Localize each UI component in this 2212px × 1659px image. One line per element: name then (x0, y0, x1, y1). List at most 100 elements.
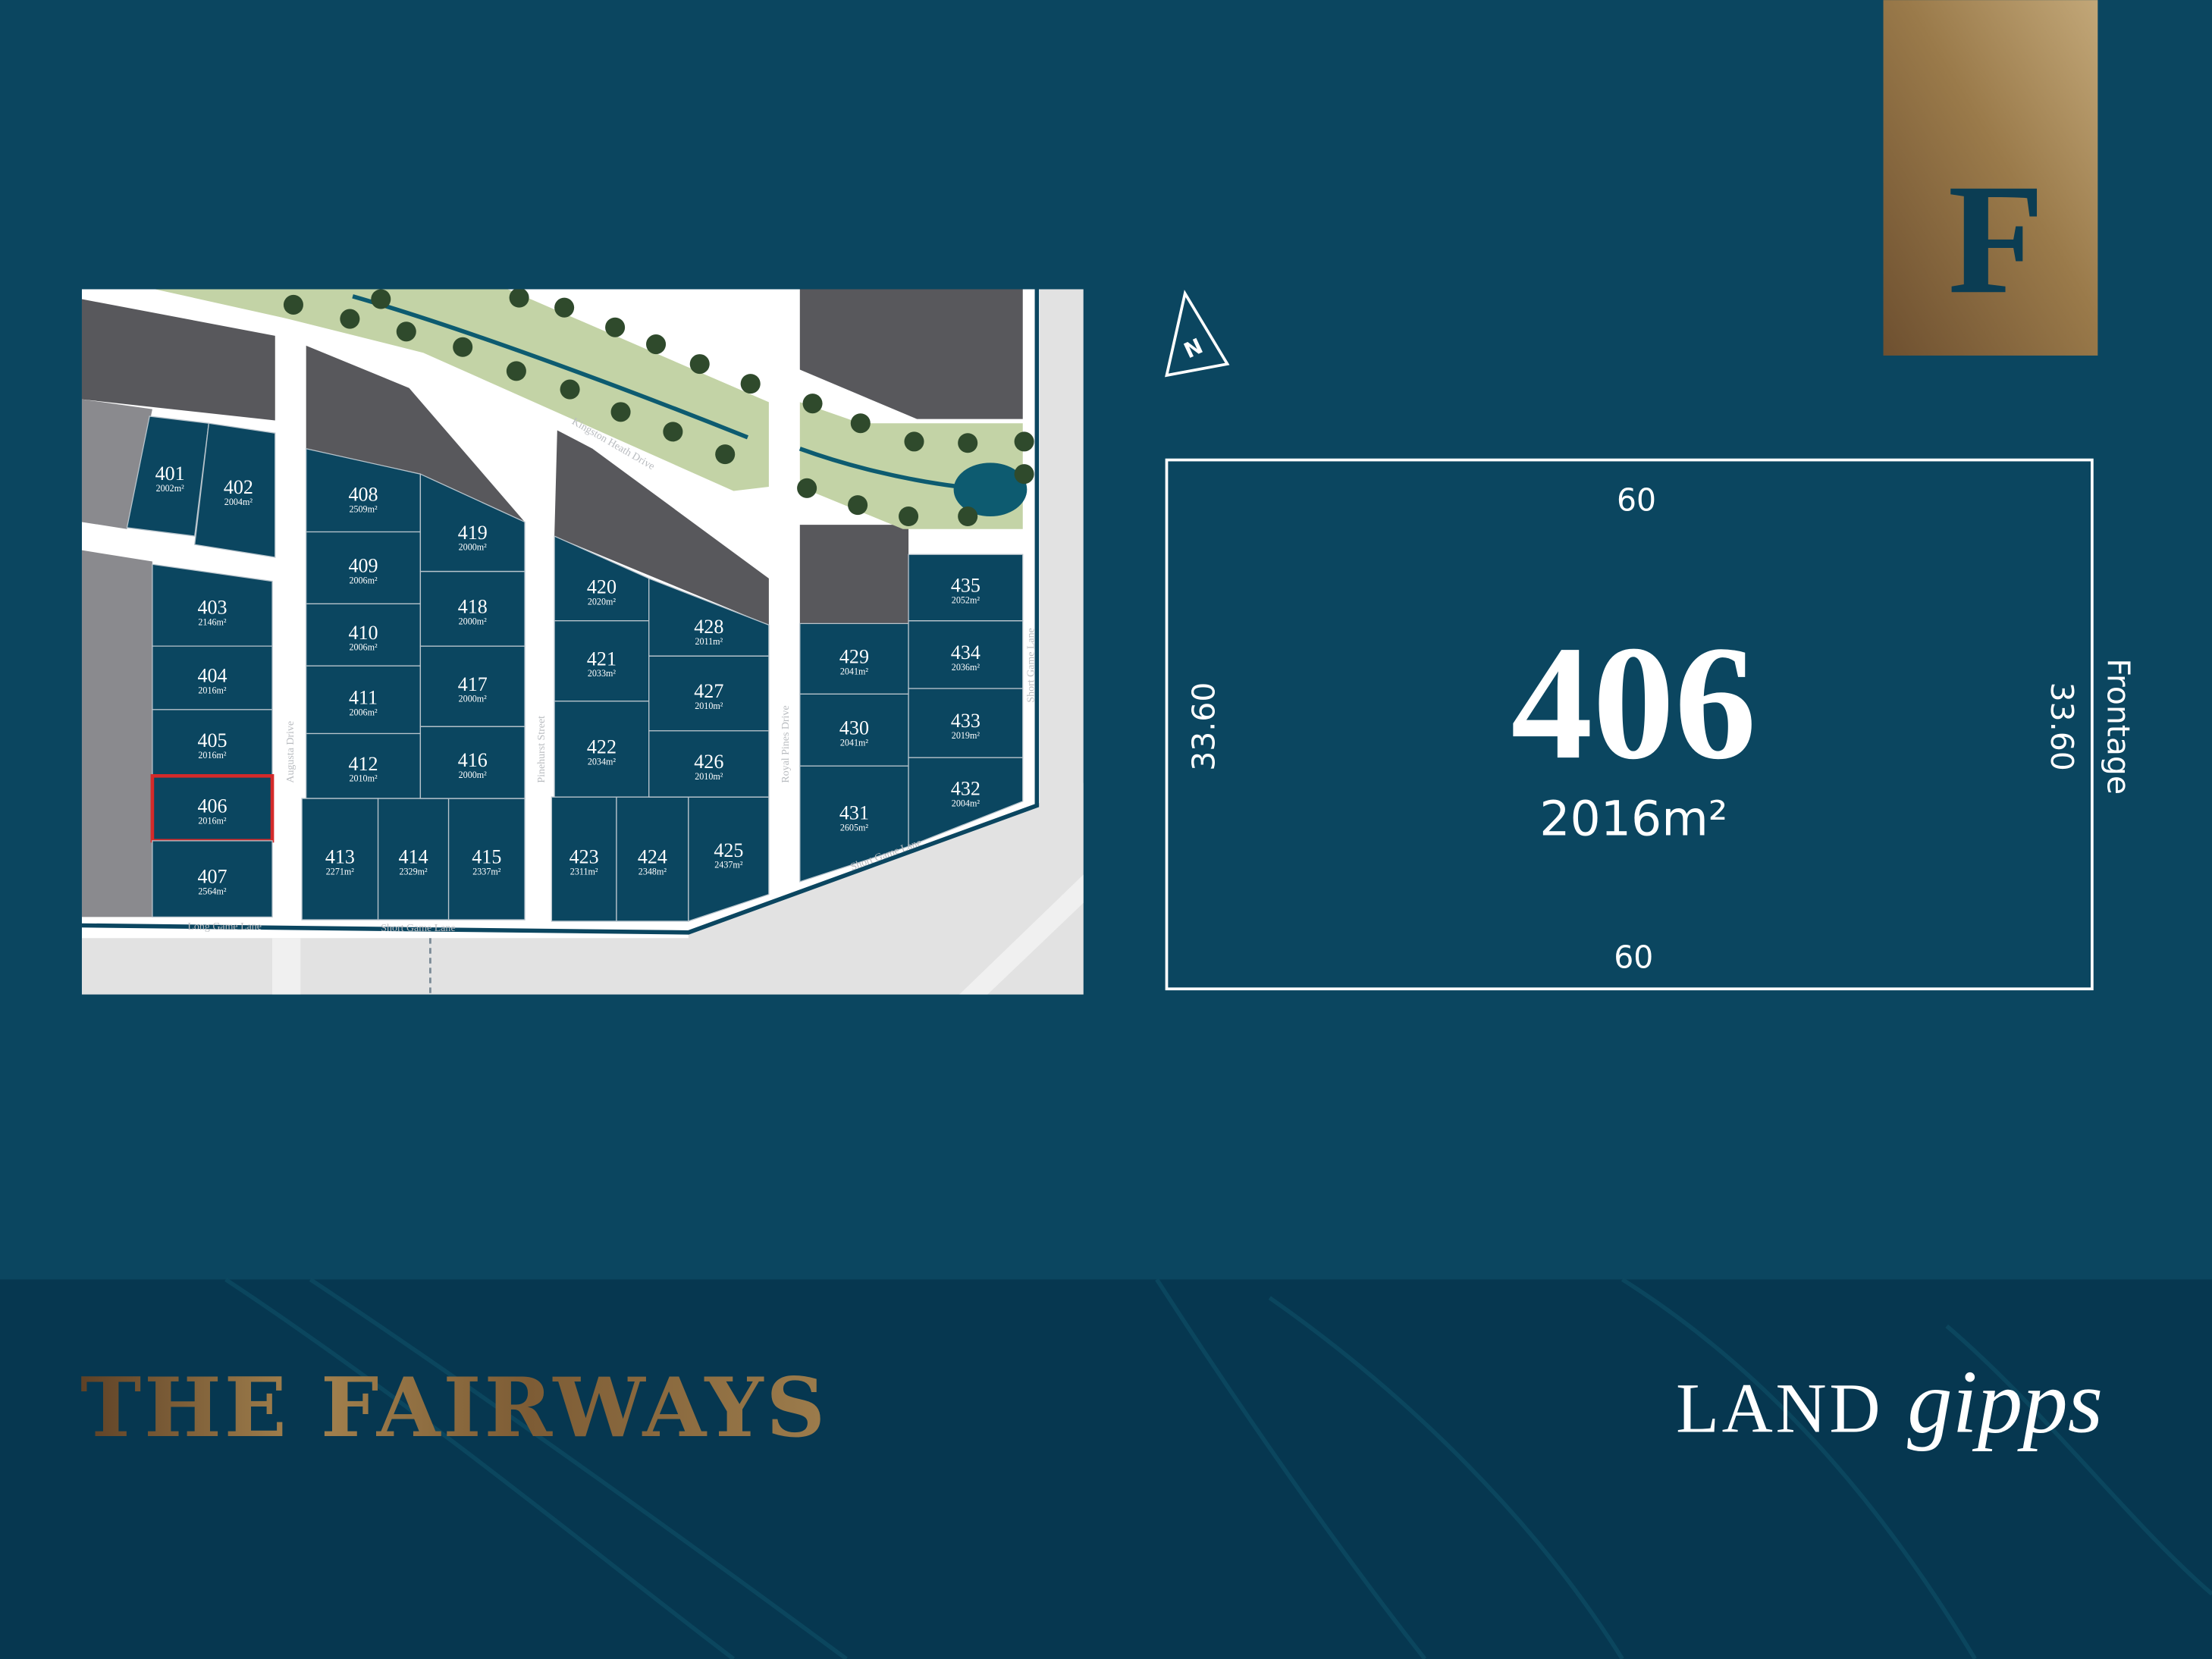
tree-icon (899, 506, 919, 527)
lot-shape[interactable] (908, 554, 1024, 622)
footer: THE FAIRWAYS LAND gipps (0, 1278, 2212, 1659)
pond (953, 463, 1028, 517)
landgipps-logo: LAND gipps (1676, 1351, 2103, 1451)
lot-area: 2000m² (459, 542, 488, 553)
lot-shape[interactable] (648, 577, 770, 657)
lot-area: 2041m² (840, 737, 869, 748)
lot-area: 2000m² (459, 770, 488, 780)
lot-number: 401 (155, 463, 185, 485)
lot-number: 423 (569, 846, 599, 868)
bottom-width: 60 (1614, 939, 1653, 975)
lot-area: 2509m² (349, 503, 378, 514)
stage-badge: F (1883, 0, 2098, 356)
lot-number: 402 (224, 476, 253, 498)
lot-number: 421 (587, 648, 617, 670)
tree-icon (610, 402, 631, 422)
lot-number: 428 (694, 616, 723, 638)
lot-area: 2052m² (952, 594, 980, 605)
lot-number: 425 (714, 839, 743, 861)
lot-area: 2006m² (349, 707, 378, 717)
lot-area: 2036m² (952, 662, 980, 673)
lot-number: 404 (197, 665, 227, 687)
lot-number: 412 (349, 753, 378, 775)
lot-shape[interactable] (152, 840, 273, 917)
lot-shape[interactable] (194, 422, 276, 558)
lot-area: 2000m² (459, 694, 488, 704)
lot-area: 2006m² (349, 642, 378, 653)
lot-area: 2010m² (695, 771, 723, 782)
lot-area: 2020m² (588, 596, 617, 607)
lot-number: 424 (638, 846, 667, 868)
tree-icon (1014, 431, 1034, 452)
lot-area: 2004m² (952, 798, 980, 808)
lot-number: 403 (197, 596, 227, 618)
lot-area: 2010m² (349, 773, 378, 784)
tree-icon (958, 506, 978, 527)
tree-icon (554, 297, 575, 318)
lot-number: 434 (951, 641, 980, 663)
lot-number: 420 (587, 575, 617, 597)
lot-area: 2019m² (952, 730, 980, 741)
lot-area: 2311m² (570, 867, 598, 877)
lot-number: 417 (458, 673, 488, 695)
lot-number: 435 (951, 575, 980, 597)
svg-text:gipps: gipps (1907, 1351, 2103, 1451)
lot-number: 414 (399, 846, 428, 868)
lot-number: 433 (951, 710, 980, 732)
tree-icon (715, 444, 736, 465)
north-arrow-icon: N (1165, 290, 1230, 378)
right-depth: 33.60 (2044, 682, 2080, 771)
lot-number: 407 (197, 866, 227, 888)
lot-area: 2016m² (198, 750, 227, 761)
tree-icon (663, 422, 683, 442)
lot-area: 2006m² (349, 575, 378, 585)
lot-area: 2004m² (224, 497, 253, 507)
top-width: 60 (1617, 482, 1656, 519)
lot-area: 2329m² (399, 867, 428, 877)
lot-shape[interactable] (419, 473, 526, 572)
lot-shape[interactable] (126, 416, 210, 537)
lot-area: 2016m² (198, 685, 227, 695)
lot-area: 2348m² (638, 867, 667, 877)
lot-number: 413 (325, 846, 355, 868)
tree-icon (340, 309, 360, 329)
svg-text:N: N (1180, 334, 1206, 364)
reserve-strip (81, 399, 152, 529)
